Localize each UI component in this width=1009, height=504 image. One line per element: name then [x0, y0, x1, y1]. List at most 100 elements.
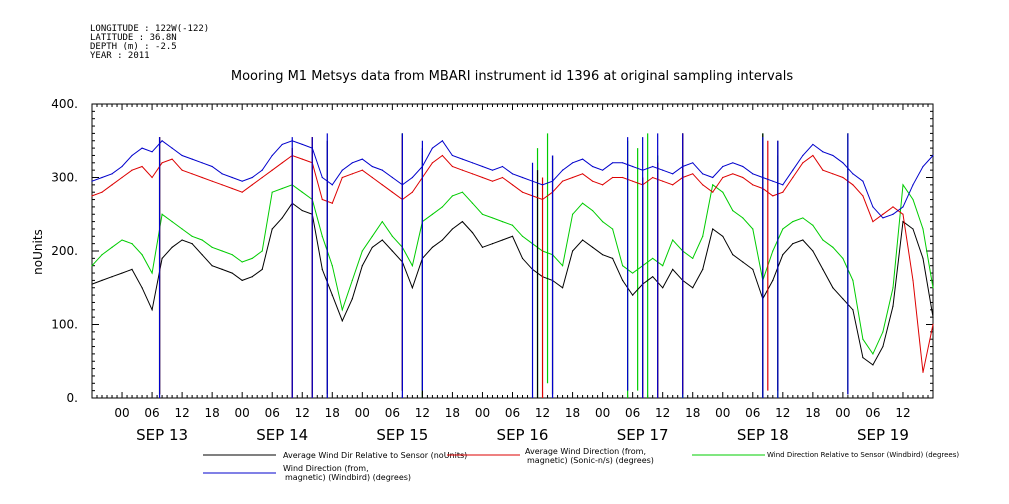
data-point — [752, 228, 754, 230]
data-point — [852, 173, 854, 175]
data-point — [591, 165, 594, 168]
data-point — [351, 173, 353, 175]
x-day-label: SEP 18 — [737, 426, 789, 444]
data-point — [872, 364, 874, 366]
data-point — [151, 272, 153, 274]
data-point — [481, 176, 484, 179]
data-point — [251, 276, 253, 278]
data-point — [602, 254, 604, 256]
data-point — [862, 195, 864, 197]
data-point — [251, 184, 253, 186]
data-point — [461, 191, 464, 193]
data-point — [341, 169, 343, 171]
legend-label-line: Average Wind Direction (from, — [525, 447, 646, 456]
legend-label: Average Wind Dir Relative to Sensor (noU… — [283, 451, 467, 460]
data-point — [501, 165, 504, 168]
data-point — [722, 235, 724, 237]
data-point — [371, 235, 373, 237]
x-day-label: SEP 14 — [256, 426, 308, 444]
data-point — [902, 184, 904, 186]
data-point — [802, 217, 804, 219]
data-point — [932, 316, 934, 318]
data-point — [111, 184, 113, 186]
series-2 — [91, 133, 934, 398]
data-point — [481, 246, 484, 248]
data-point — [772, 250, 774, 252]
data-point — [261, 169, 263, 171]
data-point — [251, 257, 253, 259]
data-point — [722, 176, 724, 179]
data-point — [652, 176, 654, 179]
data-point — [692, 173, 694, 175]
x-tick-label: 00 — [355, 406, 370, 420]
data-point — [211, 165, 213, 168]
x-tick-label: 00 — [835, 406, 850, 420]
x-tick-label: 18 — [805, 406, 820, 420]
data-point — [882, 331, 884, 333]
data-point — [732, 162, 734, 164]
data-point — [872, 221, 874, 223]
data-point — [161, 162, 163, 164]
data-point — [261, 268, 263, 270]
data-point — [892, 287, 894, 289]
data-point — [922, 228, 924, 230]
data-point — [852, 309, 854, 311]
data-point — [672, 268, 674, 270]
data-point — [151, 151, 153, 153]
data-point — [571, 162, 574, 164]
y-axis: 0. 100. 200. 300. 400. — [51, 97, 933, 405]
data-point — [832, 246, 834, 248]
data-point — [922, 257, 924, 259]
data-point — [571, 176, 574, 179]
data-point — [251, 176, 253, 179]
data-point — [622, 265, 624, 267]
data-point — [792, 221, 794, 223]
longitude-label: LONGITUDE : 122W(-122) — [90, 24, 209, 34]
data-point — [922, 165, 924, 168]
series-line — [91, 183, 934, 355]
data-point — [652, 276, 654, 278]
depth-label: DEPTH (m) : -2.5 — [90, 42, 177, 52]
data-point — [151, 176, 153, 179]
data-point — [211, 180, 213, 182]
x-tick-label: 00 — [595, 406, 610, 420]
data-point — [902, 221, 904, 223]
data-point — [351, 279, 353, 281]
data-point — [111, 246, 113, 248]
data-point — [231, 187, 233, 190]
legend: Average Wind Dir Relative to Sensor (noU… — [203, 447, 959, 482]
data-point — [852, 279, 854, 281]
data-point — [231, 176, 233, 179]
data-point — [521, 257, 524, 259]
data-point — [812, 154, 814, 157]
data-point — [702, 268, 704, 270]
data-point — [632, 165, 634, 168]
x-tick-label: 12 — [295, 406, 310, 420]
x-tick-label: 00 — [235, 406, 250, 420]
data-point — [912, 184, 914, 186]
data-point — [782, 254, 784, 256]
data-point — [842, 257, 844, 259]
data-point — [171, 147, 173, 149]
data-point — [712, 191, 714, 193]
data-point — [341, 176, 343, 179]
data-point — [832, 173, 834, 175]
data-point — [501, 239, 504, 241]
data-point — [411, 265, 413, 267]
data-point — [571, 250, 574, 252]
x-tick-label: 12 — [415, 406, 430, 420]
data-point — [692, 287, 694, 289]
data-point — [471, 173, 474, 175]
data-point — [261, 176, 263, 179]
data-point — [381, 184, 383, 186]
data-point — [581, 173, 584, 175]
data-point — [662, 180, 664, 182]
data-point — [561, 169, 564, 171]
data-point — [411, 176, 413, 179]
data-point — [712, 184, 714, 186]
data-point — [511, 173, 514, 175]
data-point — [171, 246, 173, 248]
data-point — [221, 173, 223, 175]
x-tick-label: 12 — [775, 406, 790, 420]
y-tick-label: 400. — [51, 97, 78, 111]
